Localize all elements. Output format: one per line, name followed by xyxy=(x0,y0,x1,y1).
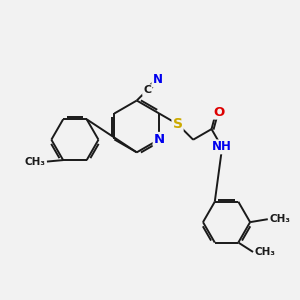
Text: NH: NH xyxy=(212,140,232,153)
Text: S: S xyxy=(172,117,182,131)
Text: CH₃: CH₃ xyxy=(25,157,46,166)
Text: CH₃: CH₃ xyxy=(269,214,290,224)
Text: O: O xyxy=(213,106,225,118)
Text: CH₃: CH₃ xyxy=(254,247,275,257)
Text: C: C xyxy=(143,85,151,95)
Text: N: N xyxy=(152,74,162,86)
Text: N: N xyxy=(154,133,165,146)
